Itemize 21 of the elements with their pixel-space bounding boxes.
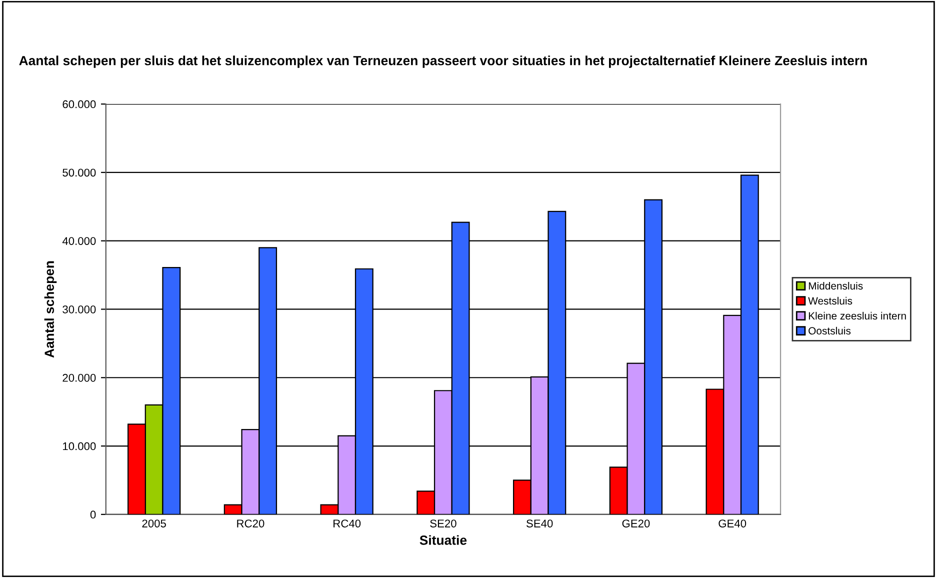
y-tick-label: 20.000 (62, 374, 96, 382)
x-tick-label: SE40 (526, 520, 553, 528)
legend-label: Westsluis (808, 296, 852, 305)
x-tick-label: GE40 (718, 520, 746, 528)
y-tick-label: 50.000 (62, 168, 96, 177)
y-tick-label: 10.000 (63, 442, 96, 450)
y-tick-label: 0 (90, 510, 96, 519)
legend-label: Middensluis (808, 282, 863, 290)
legend-label: Oostsluis (808, 326, 851, 335)
x-tick-label: RC40 (334, 520, 361, 528)
x-axis-title: Situatie (420, 535, 467, 545)
x-tick-label: GE20 (622, 520, 650, 528)
x-tick-label: SE20 (430, 520, 456, 528)
y-tick-label: 40.000 (62, 237, 96, 245)
chart-title: Aantal schepen per sluis dat het sluizencomplex van Terneuzen passeert voor situaties in het projectalternatief Kleinere Zeesluis intern (19, 56, 867, 68)
y-axis-title: Aantal schepen (44, 261, 57, 358)
y-tick-label: 30.000 (62, 305, 96, 314)
x-tick-label: 2005 (142, 520, 166, 528)
y-tick-label: 60.000 (62, 100, 96, 108)
legend-label: Kleine zeesluis intern (808, 312, 906, 320)
x-tick-label: RC20 (237, 520, 264, 528)
